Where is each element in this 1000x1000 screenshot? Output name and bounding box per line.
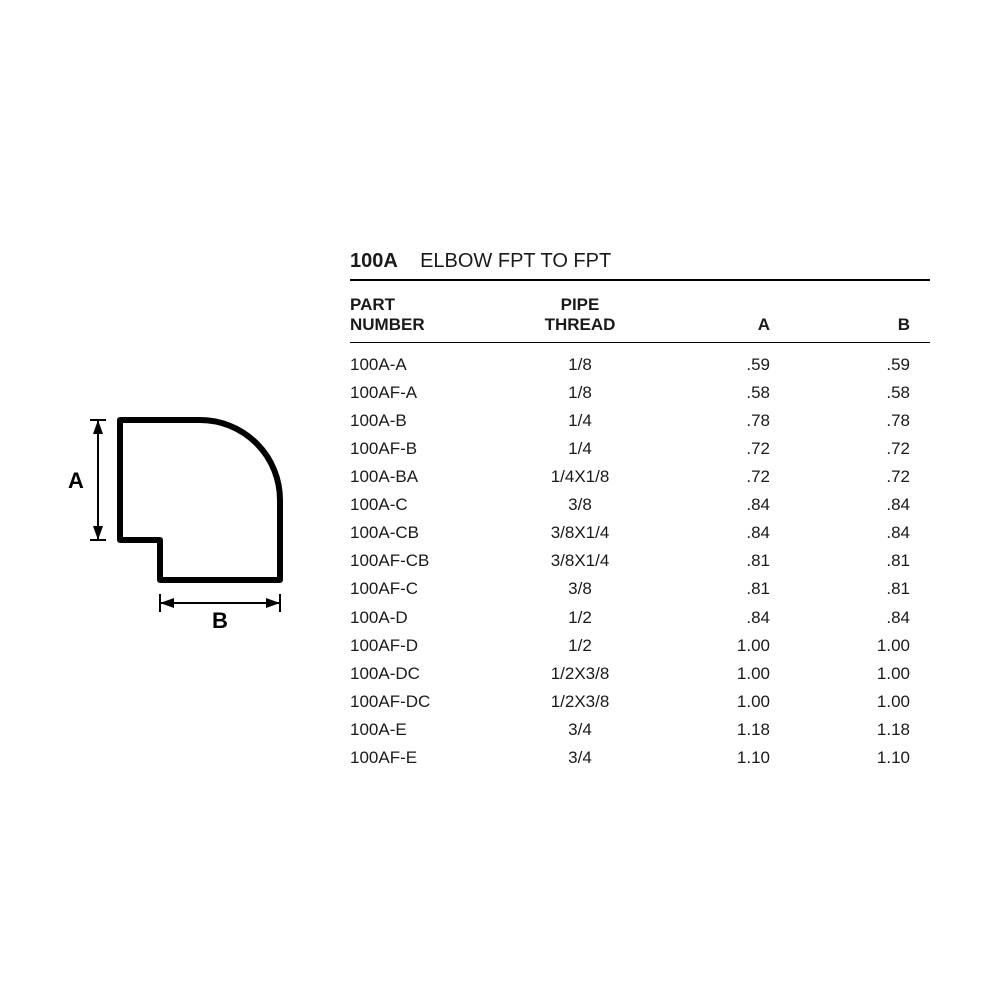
cell-pipe: 1/4X1/8 xyxy=(510,463,650,491)
cell-a: 1.00 xyxy=(650,632,790,660)
cell-b: .72 xyxy=(790,463,930,491)
spec-table: 100A ELBOW FPT TO FPT PARTNUMBER PIPETHR… xyxy=(330,250,930,772)
cell-part: 100A-CB xyxy=(350,519,510,547)
cell-b: .81 xyxy=(790,575,930,603)
cell-b: .81 xyxy=(790,547,930,575)
hdr-a: A xyxy=(650,295,790,334)
table-row: 100A-A1/8.59.59 xyxy=(350,351,930,379)
title-desc: ELBOW FPT TO FPT xyxy=(420,250,611,272)
cell-part: 100A-E xyxy=(350,716,510,744)
table-row: 100A-CB3/8X1/4.84.84 xyxy=(350,519,930,547)
elbow-diagram: A B xyxy=(50,250,330,640)
cell-part: 100A-DC xyxy=(350,660,510,688)
cell-a: 1.10 xyxy=(650,744,790,772)
dim-b-label: B xyxy=(212,608,228,633)
cell-pipe: 1/2X3/8 xyxy=(510,660,650,688)
table-headers: PARTNUMBER PIPETHREAD A B xyxy=(350,295,930,343)
cell-pipe: 3/8 xyxy=(510,491,650,519)
cell-b: .84 xyxy=(790,604,930,632)
cell-pipe: 1/8 xyxy=(510,379,650,407)
cell-b: 1.18 xyxy=(790,716,930,744)
hdr-b: B xyxy=(790,295,930,334)
cell-a: .59 xyxy=(650,351,790,379)
cell-a: .84 xyxy=(650,519,790,547)
dim-a-label: A xyxy=(68,468,84,493)
cell-b: 1.00 xyxy=(790,660,930,688)
cell-part: 100AF-E xyxy=(350,744,510,772)
cell-b: .72 xyxy=(790,435,930,463)
table-row: 100A-B1/4.78.78 xyxy=(350,407,930,435)
table-row: 100AF-D1/21.001.00 xyxy=(350,632,930,660)
hdr-pipe: PIPETHREAD xyxy=(510,295,650,334)
cell-b: .59 xyxy=(790,351,930,379)
cell-b: 1.00 xyxy=(790,688,930,716)
cell-pipe: 3/4 xyxy=(510,744,650,772)
cell-b: .58 xyxy=(790,379,930,407)
cell-part: 100A-C xyxy=(350,491,510,519)
cell-part: 100A-A xyxy=(350,351,510,379)
cell-a: .81 xyxy=(650,547,790,575)
table-row: 100A-DC1/2X3/81.001.00 xyxy=(350,660,930,688)
cell-part: 100AF-A xyxy=(350,379,510,407)
hdr-part: PARTNUMBER xyxy=(350,295,510,334)
cell-b: 1.10 xyxy=(790,744,930,772)
cell-a: .84 xyxy=(650,491,790,519)
table-row: 100AF-E3/41.101.10 xyxy=(350,744,930,772)
cell-a: 1.00 xyxy=(650,688,790,716)
cell-a: .81 xyxy=(650,575,790,603)
cell-pipe: 3/8 xyxy=(510,575,650,603)
cell-pipe: 1/2X3/8 xyxy=(510,688,650,716)
cell-b: .84 xyxy=(790,519,930,547)
table-row: 100AF-DC1/2X3/81.001.00 xyxy=(350,688,930,716)
cell-a: 1.00 xyxy=(650,660,790,688)
cell-a: .72 xyxy=(650,435,790,463)
cell-a: .72 xyxy=(650,463,790,491)
table-row: 100A-BA1/4X1/8.72.72 xyxy=(350,463,930,491)
cell-a: .84 xyxy=(650,604,790,632)
table-row: 100AF-B1/4.72.72 xyxy=(350,435,930,463)
cell-part: 100AF-B xyxy=(350,435,510,463)
title-code: 100A xyxy=(350,250,398,272)
cell-b: 1.00 xyxy=(790,632,930,660)
cell-pipe: 1/2 xyxy=(510,632,650,660)
table-row: 100AF-A1/8.58.58 xyxy=(350,379,930,407)
table-row: 100A-C3/8.84.84 xyxy=(350,491,930,519)
cell-pipe: 1/2 xyxy=(510,604,650,632)
cell-pipe: 3/8X1/4 xyxy=(510,547,650,575)
cell-part: 100AF-CB xyxy=(350,547,510,575)
cell-a: 1.18 xyxy=(650,716,790,744)
table-row: 100AF-C3/8.81.81 xyxy=(350,575,930,603)
cell-a: .78 xyxy=(650,407,790,435)
table-row: 100AF-CB3/8X1/4.81.81 xyxy=(350,547,930,575)
cell-a: .58 xyxy=(650,379,790,407)
cell-pipe: 3/8X1/4 xyxy=(510,519,650,547)
cell-part: 100AF-D xyxy=(350,632,510,660)
table-row: 100A-D1/2.84.84 xyxy=(350,604,930,632)
table-row: 100A-E3/41.181.18 xyxy=(350,716,930,744)
cell-pipe: 3/4 xyxy=(510,716,650,744)
cell-part: 100A-B xyxy=(350,407,510,435)
cell-pipe: 1/4 xyxy=(510,435,650,463)
cell-part: 100A-D xyxy=(350,604,510,632)
cell-part: 100A-BA xyxy=(350,463,510,491)
cell-pipe: 1/4 xyxy=(510,407,650,435)
cell-b: .84 xyxy=(790,491,930,519)
cell-part: 100AF-DC xyxy=(350,688,510,716)
table-title: 100A ELBOW FPT TO FPT xyxy=(350,250,930,281)
cell-pipe: 1/8 xyxy=(510,351,650,379)
cell-part: 100AF-C xyxy=(350,575,510,603)
cell-b: .78 xyxy=(790,407,930,435)
